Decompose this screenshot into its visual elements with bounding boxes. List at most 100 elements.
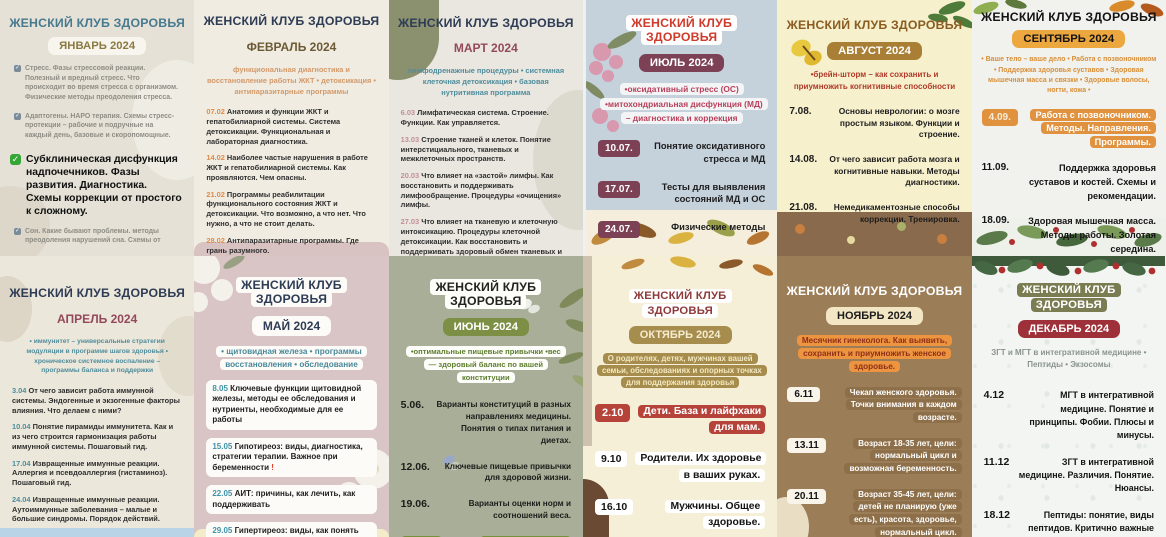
entry-text: Поддержка здоровья суставов и костей. Сх… [1028, 162, 1156, 201]
schedule-entry: 7.08. Основы неврологии: о мозге простым… [789, 106, 959, 140]
flower-icon [795, 224, 806, 234]
month-card-august[interactable]: ЖЕНСКИЙ КЛУБ ЗДОРОВЬЯ АВГУСТ 2024 •брейн… [777, 0, 972, 256]
entry-text: АИТ: причины, как лечить, как поддержива… [212, 489, 356, 509]
entry-text: Родители. Их здоровье в ваших руках. [635, 451, 767, 483]
schedule-entry: 14.02 Наиболее частые нарушения в работе… [206, 153, 376, 182]
entry-date: 8.05 [212, 383, 228, 393]
entry-text: Основы неврологии: о мозге простым языко… [838, 106, 960, 140]
month-card-may[interactable]: ЖЕНСКИЙ КЛУБ ЗДОРОВЬЯ МАЙ 2024 • щитовид… [194, 256, 389, 537]
schedule-entry: 21.08. Немедикаментозные способы коррекц… [789, 202, 959, 225]
month-card-september[interactable]: ЖЕНСКИЙ КЛУБ ЗДОРОВЬЯ СЕНТЯБРЬ 2024 • Ва… [971, 0, 1166, 256]
month-subtitle: •оптимальные пищевые привычки •вес — здо… [405, 346, 567, 385]
entry-date: 12.06. [400, 460, 430, 473]
club-title: ЖЕНСКИЙ КЛУБ ЗДОРОВЬЯ [403, 279, 569, 310]
club-title: ЖЕНСКИЙ КЛУБ ЗДОРОВЬЯ [203, 14, 380, 28]
club-title-text: ЖЕНСКИЙ КЛУБ ЗДОРОВЬЯ [236, 277, 347, 308]
month-card-february[interactable]: ЖЕНСКИЙ КЛУБ ЗДОРОВЬЯ ФЕВРАЛЬ 2024 функц… [194, 0, 389, 256]
entry-text: Что влияет на тканевую и клеточную инток… [400, 217, 563, 256]
entry-text: От чего зависит работа иммунной системы.… [12, 386, 180, 415]
program-item: ✓ Сон. Какие бывают проблемы. методы пре… [14, 227, 180, 246]
entry-text: Чекап женского здоровья. Точки внимания … [828, 386, 962, 425]
entry-text: Возраст 18-35 лет, цели: нормальный цикл… [834, 437, 962, 476]
entry-date: 3.04 [12, 386, 27, 396]
checkbox-icon: ✓ [10, 153, 21, 165]
entry-date: 20.11 [787, 488, 826, 504]
program-item-highlight: ✓ Субклиническая дисфункция надпочечнико… [10, 153, 184, 218]
club-title: ЖЕНСКИЙ КЛУБ ЗДОРОВЬЯ [599, 288, 761, 318]
checkbox-icon: ✓ [14, 112, 21, 120]
entry-text: Ключевые функции щитовидной железы, мето… [212, 383, 362, 425]
club-title: ЖЕНСКИЙ КЛУБ ЗДОРОВЬЯ [786, 284, 963, 298]
schedule-entry: 24.04 Извращенные иммунные реакции. Ауто… [12, 495, 182, 524]
month-card-january[interactable]: ЖЕНСКИЙ КЛУБ ЗДОРОВЬЯ ЯНВАРЬ 2024 ✓ Стре… [0, 0, 195, 256]
month-card-march[interactable]: ЖЕНСКИЙ КЛУБ ЗДОРОВЬЯ МАРТ 2024 лимфодре… [388, 0, 583, 256]
background-blob [132, 60, 195, 180]
entry-text-highlight: Работа с позвоночником. Методы. Направле… [1030, 108, 1156, 149]
flower-icon [585, 31, 637, 132]
entry-date: 14.02 [206, 153, 225, 163]
month-subtitle: • Ваше тело – ваше дело • Работа с позво… [981, 56, 1157, 95]
month-card-june[interactable]: ЖЕНСКИЙ КЛУБ ЗДОРОВЬЯ ИЮНЬ 2024 •оптимал… [388, 256, 583, 537]
item-text: Стресс. Фазы стрессовой реакции. Полезны… [25, 65, 179, 102]
club-title: ЖЕНСКИЙ КЛУБ ЗДОРОВЬЯ [600, 15, 763, 46]
entry-text: Здоровая мышечная масса. Методы работы. … [1028, 216, 1156, 254]
entry-text: Возраст 35-45 лет, цели: детей не планир… [834, 488, 962, 537]
butterfly-icon [791, 39, 823, 66]
schedule-entry: 15.05 Гипотиреоз: виды, диагностика, стр… [206, 437, 377, 478]
entry-date: 21.02 [206, 189, 225, 199]
entry-text: Ключевые пищевые привычки для здоровой ж… [444, 461, 571, 483]
entry-date: 6.11 [787, 386, 821, 402]
entry-date: 19.06. [400, 498, 430, 511]
leaf-icon [558, 287, 583, 389]
schedule-entry: 10.04 Понятие пирамиды иммунитета. Как и… [12, 422, 182, 451]
month-card-april[interactable]: ЖЕНСКИЙ КЛУБ ЗДОРОВЬЯ АПРЕЛЬ 2024 • имму… [0, 256, 195, 537]
schedule-entry: 22.05 АИТ: причины, как лечить, как подд… [206, 485, 377, 515]
schedule-entry: 16.10 Мужчины. Общее здоровье. [594, 498, 766, 531]
month-badge: ФЕВРАЛЬ 2024 [246, 40, 337, 55]
exclamation-icon: ! [271, 462, 274, 472]
month-badge: ИЮЛЬ 2024 [638, 54, 725, 73]
entry-date: 16.10 [594, 498, 634, 515]
schedule-entry: 6.03 Лимфатическая система. Строение. Фу… [401, 108, 571, 128]
checkbox-icon: ✓ [14, 65, 21, 73]
garland-icon [971, 256, 1165, 276]
entry-date: 10.04 [12, 422, 31, 432]
entry-text: МГТ в интегративной медицине. Понятие и … [1029, 390, 1154, 441]
entry-date: 7.08. [789, 106, 812, 118]
entry-date: 20.03 [400, 171, 420, 181]
month-card-november[interactable]: ЖЕНСКИЙ КЛУБ ЗДОРОВЬЯ НОЯБРЬ 2024 Месячн… [777, 256, 972, 537]
schedule-entry: 10.07. Понятие оксидативного стресса и М… [597, 140, 765, 165]
entry-text-highlight: Дети. База и лайфхаки для мам. [638, 405, 767, 435]
entry-text: Антипаразитарные программы. Где грань ра… [206, 235, 359, 255]
entry-date: 11.09. [981, 161, 1009, 173]
schedule-entry-highlight: 2.10 Дети. База и лайфхаки для мам. [594, 404, 767, 436]
entry-text-pill: Мужчины. Общее здоровье. [665, 499, 766, 529]
entry-date: 18.09. [981, 215, 1010, 227]
schedule-entry: 5.06. Варианты конституций в разных напр… [401, 399, 571, 447]
flower-icon [847, 236, 856, 244]
item-text: Субклиническая дисфункция надпочечников.… [26, 153, 182, 217]
leaf-icon [973, 0, 1163, 17]
entry-text: Лимфатическая система. Строение. Функции… [400, 108, 549, 128]
entry-date: 24.04 [12, 494, 31, 504]
club-title: ЖЕНСКИЙ КЛУБ ЗДОРОВЬЯ [398, 16, 574, 30]
month-badge: СЕНТЯБРЬ 2024 [1012, 30, 1126, 49]
flower-icon [194, 256, 245, 312]
entry-date: 6.03 [400, 108, 416, 118]
schedule-entry: 4.12 МГТ в интегративной медицине. Понят… [984, 389, 1154, 442]
month-card-december[interactable]: ЖЕНСКИЙ КЛУБ ЗДОРОВЬЯ ДЕКАБРЬ 2024 ЗГТ и… [971, 256, 1166, 537]
leaf-icon [621, 256, 773, 276]
month-card-july[interactable]: ЖЕНСКИЙ КЛУБ ЗДОРОВЬЯ ИЮЛЬ 2024 •оксидат… [582, 0, 778, 256]
entry-text: Варианты оценки норм и соотношений веса. [468, 499, 571, 521]
club-title: ЖЕНСКИЙ КЛУБ ЗДОРОВЬЯ [9, 16, 185, 30]
entry-text: Немедикаментозные способы коррекции. Тре… [833, 202, 960, 224]
schedule-entry: 20.03 Что влияет на «застой» лимфы. Как … [401, 171, 571, 210]
next-card-edge [194, 242, 389, 256]
entry-date: 4.09. [981, 108, 1018, 126]
entry-date: 14.08. [789, 154, 818, 166]
month-card-october[interactable]: ЖЕНСКИЙ КЛУБ ЗДОРОВЬЯ ОКТЯБРЬ 2024 О род… [582, 256, 778, 537]
entry-text: Анатомия и функции ЖКТ и гепатобилиарной… [206, 107, 341, 146]
entry-text: Гипертиреоз: виды, как понять что это он… [234, 526, 359, 536]
club-title-text: ЖЕНСКИЙ КЛУБ ЗДОРОВЬЯ [626, 15, 737, 46]
